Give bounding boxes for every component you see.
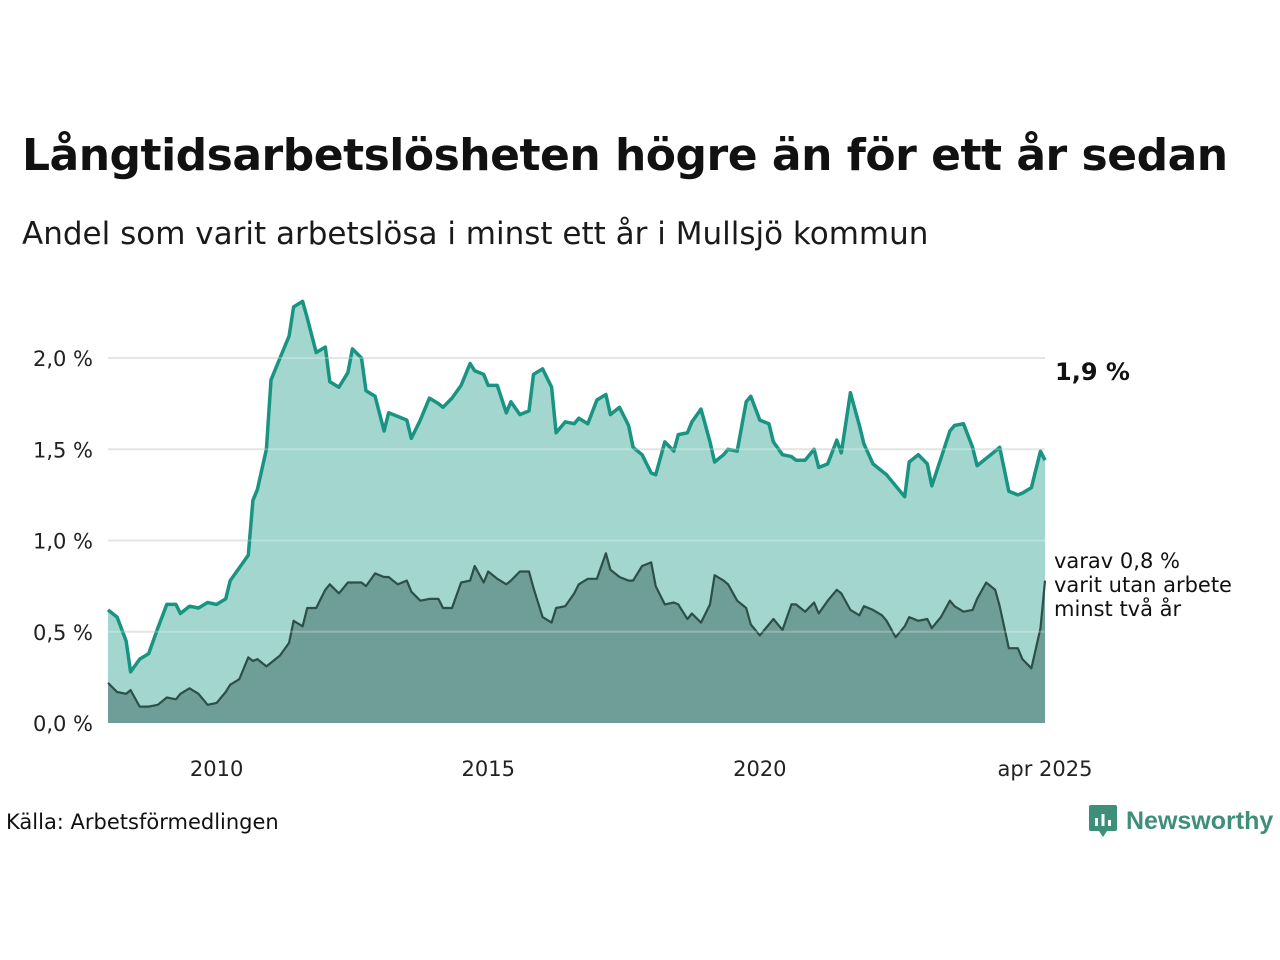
main-series-line — [106, 299, 1047, 674]
x-tick-label: 2015 — [462, 757, 515, 781]
sub-series-label-line: varav 0,8 % — [1054, 549, 1180, 573]
y-tick-label: 1,5 % — [33, 438, 93, 462]
sub-series-label-line: minst två år — [1054, 596, 1182, 621]
sub-series-label-line: varit utan arbete — [1054, 573, 1232, 597]
x-tick-label: 2020 — [733, 757, 786, 781]
newsworthy-logo-icon — [1089, 805, 1117, 837]
chart-subtitle: Andel som varit arbetslösa i minst ett å… — [22, 216, 929, 252]
y-tick-label: 2,0 % — [33, 347, 93, 371]
last-value-label: 1,9 % — [1055, 358, 1130, 386]
newsworthy-logo: Newsworthy — [1088, 803, 1273, 839]
y-tick-label: 0,5 % — [33, 621, 93, 645]
sub-series-line — [107, 552, 1047, 708]
x-tick-label: 2010 — [190, 757, 243, 781]
chart-title: Långtidsarbetslösheten högre än för ett … — [22, 130, 1228, 181]
y-axis-ticks: 0,0 % 0,5 % 1,0 % 1,5 % 2,0 % — [33, 347, 93, 736]
source-note: Källa: Arbetsförmedlingen — [6, 810, 279, 834]
area-series — [106, 299, 1047, 723]
sub-series-area — [108, 553, 1045, 723]
x-tick-label: apr 2025 — [998, 757, 1093, 781]
area-chart: 0,0 % 0,5 % 1,0 % 1,5 % 2,0 % 2010 2015 2020 ap… — [33, 299, 1232, 781]
x-axis-ticks: 2010 2015 2020 apr 2025 — [190, 757, 1093, 781]
y-tick-label: 0,0 % — [33, 712, 93, 736]
logo-text: Newsworthy — [1126, 806, 1274, 835]
y-tick-label: 1,0 % — [33, 530, 93, 554]
